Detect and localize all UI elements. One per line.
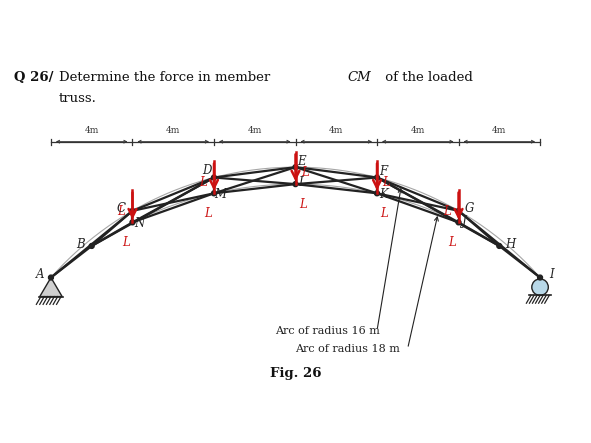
Text: L: L [299,198,307,211]
Circle shape [375,175,379,180]
Text: 4m: 4m [411,126,425,135]
Text: Determine the force in member: Determine the force in member [59,71,275,84]
Circle shape [89,244,94,249]
Text: Q 26/: Q 26/ [14,71,54,84]
Circle shape [456,208,461,213]
Circle shape [456,220,461,225]
Text: Fig. 26: Fig. 26 [269,367,322,380]
Circle shape [293,182,298,187]
Text: Arc of radius 16 m: Arc of radius 16 m [275,326,380,335]
Text: M: M [214,188,226,201]
Text: A: A [35,268,44,281]
Circle shape [212,175,216,180]
Text: C: C [117,202,126,215]
Text: L: L [118,205,125,218]
Text: I: I [549,268,554,281]
Text: D: D [202,164,212,177]
Text: L: L [199,175,207,189]
Text: L: L [380,207,388,220]
Text: Arc of radius 18 m: Arc of radius 18 m [296,344,400,354]
Polygon shape [40,278,62,297]
Circle shape [293,165,298,170]
Text: L: L [122,236,130,249]
Text: L: L [298,175,306,189]
Text: L: L [301,167,309,179]
Text: 4m: 4m [85,126,99,135]
Text: G: G [465,202,475,215]
Text: N: N [135,217,145,230]
Circle shape [48,275,53,280]
Text: L: L [449,236,456,249]
Text: F: F [379,165,387,178]
Text: E: E [297,155,306,168]
Text: L: L [443,205,451,218]
Circle shape [497,244,502,249]
Text: B: B [76,238,85,252]
Text: 4m: 4m [329,126,343,135]
Text: L: L [204,207,212,220]
Circle shape [538,275,543,280]
Text: 4m: 4m [492,126,506,135]
Text: 4m: 4m [248,126,262,135]
Text: 4m: 4m [166,126,180,135]
Circle shape [130,208,135,213]
Text: CM: CM [348,71,371,84]
Text: K: K [379,188,388,201]
Circle shape [130,220,135,225]
Text: L: L [382,175,390,189]
Text: of the loaded: of the loaded [381,71,473,84]
Text: truss.: truss. [59,92,97,105]
Circle shape [532,279,548,295]
Circle shape [212,191,216,196]
Circle shape [375,191,379,196]
Text: J: J [462,215,467,228]
Text: H: H [505,238,515,252]
